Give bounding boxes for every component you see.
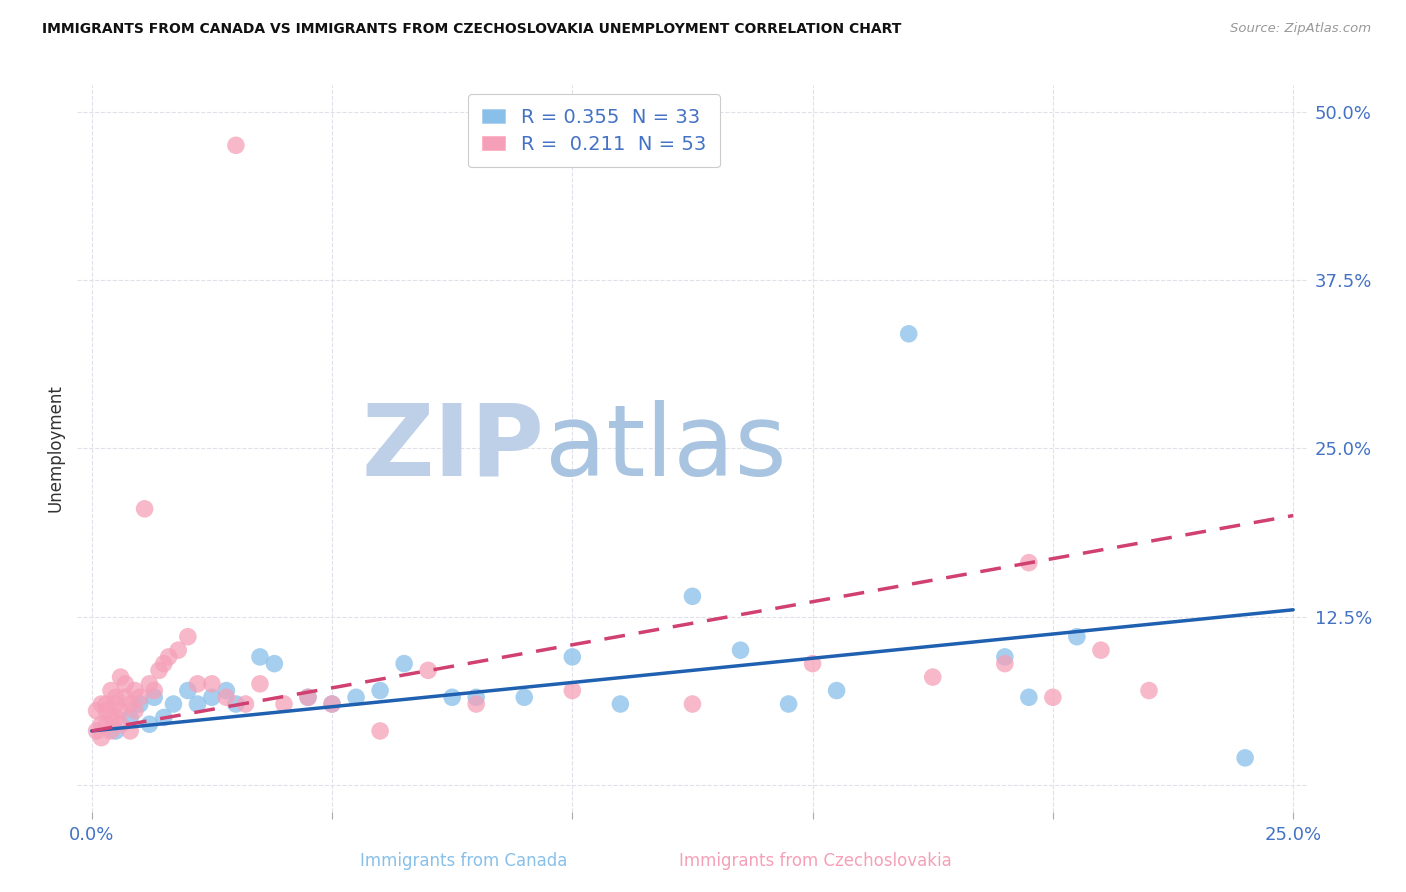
Point	[897, 326, 920, 341]
Point	[86, 704, 108, 718]
Text: Immigrants from Canada: Immigrants from Canada	[360, 852, 568, 870]
Point	[96, 697, 118, 711]
Point	[561, 683, 583, 698]
Point	[162, 697, 184, 711]
Point	[177, 630, 200, 644]
Point	[1066, 630, 1088, 644]
Point	[124, 683, 146, 698]
Point	[321, 697, 343, 711]
Text: IMMIGRANTS FROM CANADA VS IMMIGRANTS FROM CZECHOSLOVAKIA UNEMPLOYMENT CORRELATIO: IMMIGRANTS FROM CANADA VS IMMIGRANTS FRO…	[42, 22, 901, 37]
Point	[167, 643, 190, 657]
Point	[561, 649, 583, 664]
Point	[134, 501, 156, 516]
Point	[110, 717, 132, 731]
Point	[1042, 690, 1064, 705]
Point	[682, 590, 704, 604]
Point	[368, 683, 391, 698]
Point	[418, 664, 440, 678]
Point	[157, 649, 180, 664]
Point	[96, 717, 118, 731]
Point	[86, 723, 108, 738]
Point	[465, 697, 488, 711]
Point	[321, 697, 343, 711]
Point	[153, 710, 176, 724]
Point	[392, 657, 415, 671]
Point	[201, 690, 224, 705]
Point	[128, 697, 150, 711]
Point	[124, 704, 146, 718]
Point	[143, 683, 166, 698]
Point	[90, 731, 112, 745]
Point	[1137, 683, 1160, 698]
Point	[186, 697, 208, 711]
Point	[921, 670, 943, 684]
Point	[344, 690, 367, 705]
Text: atlas: atlas	[546, 400, 786, 497]
Point	[148, 664, 170, 678]
Point	[120, 697, 142, 711]
Point	[120, 723, 142, 738]
Point	[177, 683, 200, 698]
Point	[120, 710, 142, 724]
Point	[682, 697, 704, 711]
Point	[1018, 556, 1040, 570]
Point	[225, 138, 247, 153]
Point	[263, 657, 285, 671]
Point	[778, 697, 800, 711]
Point	[441, 690, 464, 705]
Point	[994, 649, 1017, 664]
Point	[201, 677, 224, 691]
Point	[96, 704, 118, 718]
Point	[249, 677, 271, 691]
Point	[143, 690, 166, 705]
Point	[186, 677, 208, 691]
Point	[114, 677, 136, 691]
Point	[138, 717, 160, 731]
Point	[1234, 751, 1257, 765]
Point	[1090, 643, 1112, 657]
Point	[825, 683, 848, 698]
Point	[465, 690, 488, 705]
Point	[225, 697, 247, 711]
Point	[128, 690, 150, 705]
Point	[90, 697, 112, 711]
Point	[104, 723, 127, 738]
Text: Immigrants from Czechoslovakia: Immigrants from Czechoslovakia	[679, 852, 952, 870]
Text: Source: ZipAtlas.com: Source: ZipAtlas.com	[1230, 22, 1371, 36]
Point	[297, 690, 319, 705]
Point	[90, 717, 112, 731]
Point	[104, 697, 127, 711]
Point	[609, 697, 631, 711]
Point	[249, 649, 271, 664]
Point	[110, 704, 132, 718]
Point	[215, 683, 238, 698]
Y-axis label: Unemployment: Unemployment	[46, 384, 65, 512]
Point	[100, 723, 122, 738]
Text: ZIP: ZIP	[361, 400, 546, 497]
Point	[297, 690, 319, 705]
Point	[104, 710, 127, 724]
Point	[100, 683, 122, 698]
Point	[801, 657, 824, 671]
Point	[100, 710, 122, 724]
Point	[114, 690, 136, 705]
Point	[153, 657, 176, 671]
Point	[368, 723, 391, 738]
Point	[104, 690, 127, 705]
Point	[138, 677, 160, 691]
Point	[110, 670, 132, 684]
Point	[215, 690, 238, 705]
Legend: R = 0.355  N = 33, R =  0.211  N = 53: R = 0.355 N = 33, R = 0.211 N = 53	[468, 95, 720, 168]
Point	[513, 690, 536, 705]
Point	[730, 643, 752, 657]
Point	[273, 697, 295, 711]
Point	[1018, 690, 1040, 705]
Point	[994, 657, 1017, 671]
Point	[235, 697, 257, 711]
